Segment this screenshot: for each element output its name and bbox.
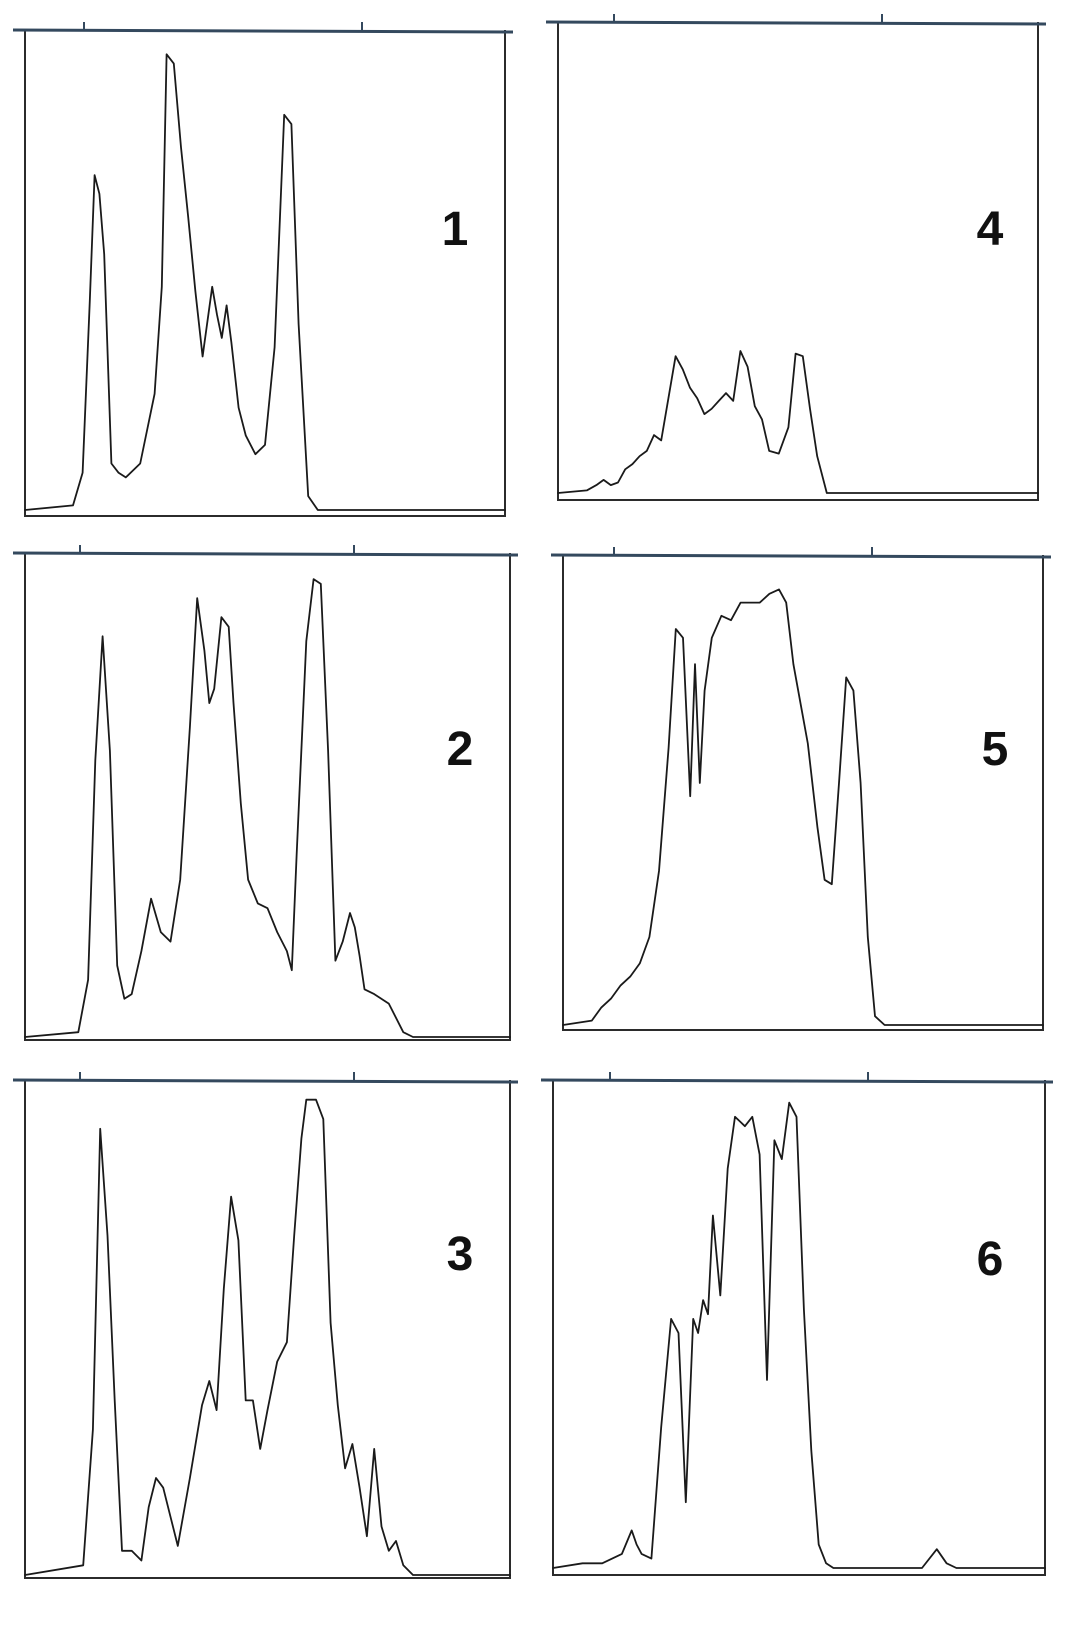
chart-panel-2: 2 [12,545,519,1041]
plot-frame-2 [24,553,511,1041]
plot-frame-1 [24,30,506,517]
chart-series-line-4 [557,350,1039,494]
chart-series-line-5 [562,588,1044,1026]
axis-bar-4 [545,20,1047,26]
axis-bar-1 [12,28,514,34]
plot-frame-5 [562,555,1044,1031]
chart-panel-6: 6 [540,1072,1054,1576]
axis-bar-6 [540,1078,1054,1084]
plot-frame-6 [552,1080,1046,1576]
chart-panel-4: 4 [545,14,1047,501]
chart-series-line-2 [24,578,511,1038]
chart-series-line-6 [552,1101,1046,1569]
plot-frame-3 [24,1080,511,1579]
chart-panel-3: 3 [12,1072,519,1579]
panel-label-4: 4 [977,203,1004,256]
panel-label-5: 5 [982,723,1009,776]
panel-label-1: 1 [442,203,469,256]
axis-bar-3 [12,1078,519,1084]
panel-label-6: 6 [977,1233,1004,1286]
axis-bar-5 [550,553,1052,559]
chart-panel-1: 1 [12,22,514,517]
plot-frame-4 [557,22,1039,501]
axis-bar-2 [12,551,519,557]
chart-series-line-1 [24,53,506,511]
chart-panel-5: 5 [550,547,1052,1031]
chart-series-line-3 [24,1098,511,1576]
panel-label-2: 2 [447,723,474,776]
panel-label-3: 3 [447,1228,474,1281]
